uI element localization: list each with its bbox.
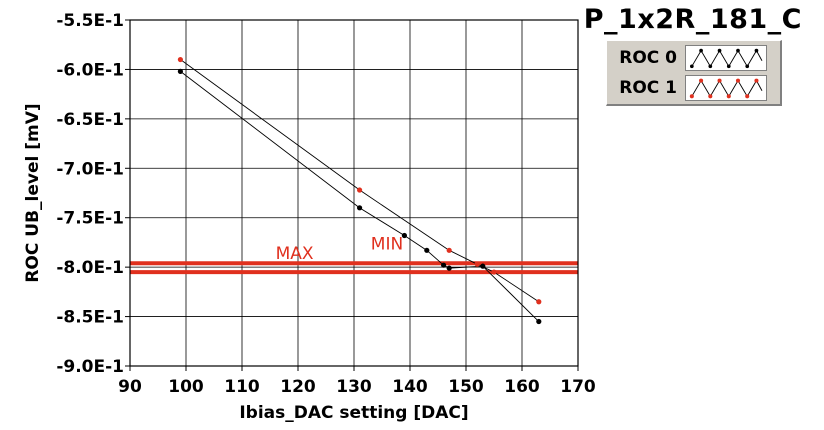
- x-tick-label-2: 110: [224, 377, 260, 397]
- annotation-max: MAX: [276, 244, 314, 264]
- data-point-roc-1-3: [474, 261, 480, 267]
- data-point-roc-1-4: [491, 269, 497, 275]
- data-point-roc-0-5: [446, 265, 452, 271]
- y-axis-title: ROC UB_level [mV]: [23, 103, 43, 282]
- x-tick-label-3: 120: [280, 377, 316, 397]
- series-line-roc-1: [180, 59, 540, 303]
- legend-label-roc-1: ROC 1: [619, 78, 677, 98]
- data-point-roc-1-1: [357, 187, 363, 193]
- annotation-min: MIN: [371, 234, 403, 254]
- y-tick-label-4: -7.5E-1: [56, 209, 124, 229]
- data-point-roc-1-5: [536, 299, 542, 305]
- y-tick-label-3: -7.0E-1: [56, 159, 124, 179]
- x-tick-label-8: 170: [560, 377, 596, 397]
- threshold-lines: [130, 261, 578, 275]
- y-tick-label-2: -6.5E-1: [56, 110, 124, 130]
- legend-item-roc-0: ROC 0: [611, 44, 767, 72]
- threshold-annotations: MAX MIN: [276, 234, 404, 264]
- chart-title: P_1x2R_181_C: [583, 4, 802, 35]
- y-tick-label-0: -5.5E-1: [56, 11, 124, 31]
- y-axis-ticks: -5.5E-1 -6.0E-1 -6.5E-1 -7.0E-1 -7.5E-1 -8.0E…: [56, 11, 130, 377]
- y-tick-label-5: -8.0E-1: [56, 258, 124, 278]
- data-point-roc-1-0: [177, 56, 183, 63]
- data-point-roc-1-2: [446, 247, 452, 253]
- y-tick-label-6: -8.5E-1: [56, 308, 124, 328]
- legend: ROC 0 ROC 1: [606, 40, 782, 106]
- x-tick-label-4: 130: [336, 377, 372, 397]
- legend-label-roc-0: ROC 0: [619, 48, 677, 68]
- y-tick-label-1: -6.0E-1: [56, 60, 124, 80]
- x-axis-title: Ibias_DAC setting [DAC]: [239, 403, 468, 423]
- data-point-roc-0-7: [536, 318, 542, 325]
- x-axis-ticks: 90 100 110 120 130 140 150 160 170: [118, 366, 596, 397]
- data-point-roc-0-4: [441, 262, 447, 268]
- legend-swatch-roc-0: [685, 45, 767, 71]
- legend-item-roc-1: ROC 1: [611, 74, 767, 102]
- x-tick-label-1: 100: [168, 377, 204, 397]
- data-point-roc-0-6: [480, 263, 486, 269]
- series-points: [177, 56, 542, 325]
- x-tick-label-6: 150: [448, 377, 484, 397]
- x-tick-label-7: 160: [504, 377, 540, 397]
- data-point-roc-0-1: [357, 205, 363, 211]
- y-tick-label-7: -9.0E-1: [56, 357, 124, 377]
- legend-swatch-roc-1: [685, 75, 767, 101]
- x-tick-label-5: 140: [392, 377, 428, 397]
- data-point-roc-0-0: [177, 68, 183, 75]
- data-point-roc-0-2: [401, 232, 407, 239]
- data-point-roc-0-3: [424, 247, 430, 253]
- x-tick-label-0: 90: [118, 377, 142, 397]
